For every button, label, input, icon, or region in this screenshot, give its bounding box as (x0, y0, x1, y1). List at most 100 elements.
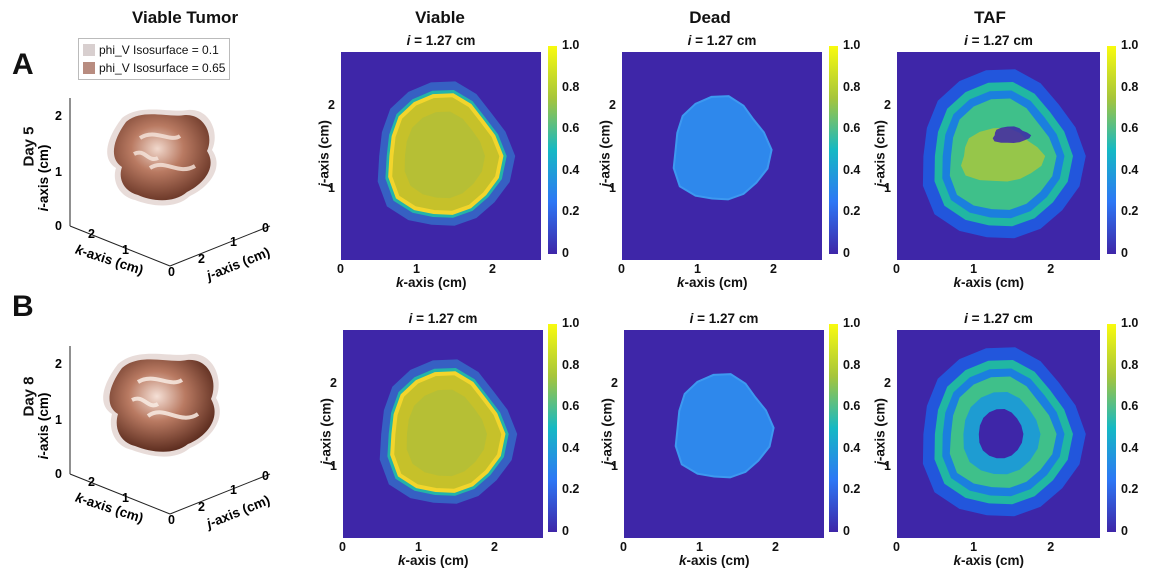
k-tick-0: 0 (168, 513, 175, 527)
x-axis-label: k-axis (cm) (679, 553, 750, 568)
slice-title-value: = 1.27 cm (412, 311, 478, 326)
slice-title-value: = 1.27 cm (967, 311, 1033, 326)
colorbar-tick: 0.4 (843, 162, 861, 177)
colorbar-tick: 0.8 (843, 357, 861, 372)
x-axis-label: k-axis (cm) (953, 553, 1025, 568)
colorbar (548, 324, 557, 532)
colorbar-tick: 0.2 (562, 204, 580, 219)
legend-entry-2: phi_V Isosurface = 0.65 (83, 59, 225, 77)
k-tick-1: 1 (122, 491, 129, 505)
slice-title-value: = 1.27 cm (967, 33, 1033, 48)
slice-title-viable-day8: i = 1.27 cm (343, 311, 543, 326)
x-tick: 0 (337, 262, 344, 276)
heatmap-dead-day8 (624, 330, 824, 538)
dead-region (674, 373, 775, 479)
heatmap-viable-day8 (343, 330, 543, 538)
x-tick: 0 (893, 540, 900, 554)
colorbar-tick: 1.0 (1121, 38, 1139, 52)
colorbar-tick: 0.8 (1121, 357, 1139, 372)
x-axis-label: k-axis (cm) (396, 275, 467, 290)
slice-title-var: i (687, 33, 692, 48)
x-tick: 2 (491, 540, 498, 554)
heatmap-taf-day5 (897, 52, 1100, 260)
y-tick: 2 (328, 97, 335, 112)
y-axis-label: j-axis (cm) (872, 120, 888, 187)
isosurface-legend: phi_V Isosurface = 0.1 phi_V Isosurface … (78, 38, 231, 80)
colorbar-tick: 0.2 (1121, 204, 1139, 219)
y-axis-label: j-axis (cm) (872, 398, 888, 465)
colorbar-tick: 0 (562, 524, 569, 538)
colorbar-tick: 0.6 (1121, 121, 1139, 136)
x-tick: 1 (415, 540, 422, 554)
colorbar-tick: 0 (562, 246, 569, 260)
k-tick-1: 1 (122, 243, 129, 257)
slice-title-viable-day5: i = 1.27 cm (341, 33, 541, 48)
x-tick: 1 (970, 262, 978, 276)
slice-title-var: i (406, 33, 411, 48)
tumor-3d-panel-day5: 2 1 0 2 1 0 2 1 0 i-axis (cm) k-axis (cm… (36, 98, 272, 284)
colorbar-tick: 0 (1121, 246, 1128, 260)
colorbar-tick: 0.2 (562, 482, 580, 497)
x-tick: 2 (1047, 262, 1055, 276)
colorbar-tick: 0.4 (562, 440, 580, 455)
colorbar-tick: 0.6 (843, 399, 861, 414)
legend-swatch-2 (83, 62, 95, 74)
slice-title-dead-day5: i = 1.27 cm (622, 33, 822, 48)
colorbar-tick: 0.6 (843, 121, 861, 136)
x-tick: 0 (618, 262, 625, 276)
taf-core (961, 127, 1046, 182)
j-tick-1: 1 (230, 235, 237, 249)
colorbar-tick: 0.2 (843, 482, 861, 497)
viable-inner (406, 389, 487, 477)
x-tick: 2 (770, 262, 777, 276)
dead-region (672, 95, 773, 201)
colorbar (829, 324, 838, 532)
column-title-viable: Viable (415, 8, 465, 27)
x-tick: 2 (1047, 540, 1055, 554)
slice-title-value: = 1.27 cm (691, 33, 757, 48)
colorbar-tick: 0.8 (843, 79, 861, 94)
x-tick: 1 (694, 262, 701, 276)
j-tick-2: 2 (198, 252, 205, 266)
slice-title-var: i (964, 33, 968, 48)
colorbar-tick: 0 (843, 246, 850, 260)
colorbar-tick: 0.6 (562, 399, 580, 414)
y-axis-label: j-axis (cm) (597, 120, 613, 187)
colorbar-tick: 0.6 (562, 121, 580, 136)
j-axis-label-3d: j-axis (cm) (203, 244, 272, 284)
x-tick: 1 (413, 262, 420, 276)
colorbar-tick: 0.6 (1121, 399, 1139, 414)
colorbar-tick: 1.0 (843, 316, 861, 330)
isosurface-inner (113, 114, 211, 201)
k-tick-0: 0 (168, 265, 175, 279)
colorbar-tick: 1.0 (562, 38, 580, 52)
axis-lines-3d (69, 98, 271, 267)
row-letter-a: A (12, 48, 34, 81)
colorbar-tick: 0 (1121, 524, 1128, 538)
i-tick-0: 0 (55, 467, 62, 481)
colorbar-tick: 0.4 (843, 440, 861, 455)
i-tick-0: 0 (55, 219, 62, 233)
x-axis-label: k-axis (cm) (398, 553, 469, 568)
legend-entry-1: phi_V Isosurface = 0.1 (83, 41, 225, 59)
heatmap-dead-day5 (622, 52, 822, 260)
y-tick: 2 (609, 97, 616, 112)
slice-title-value: = 1.27 cm (410, 33, 476, 48)
k-axis-label-3d: k-axis (cm) (74, 490, 146, 526)
y-tick: 1 (330, 458, 337, 473)
colorbar-tick: 0.8 (562, 357, 580, 372)
y-tick: 2 (884, 375, 891, 390)
x-tick: 0 (620, 540, 627, 554)
colorbar-tick: 0.4 (1121, 440, 1139, 455)
k-tick-2: 2 (88, 475, 95, 489)
x-tick: 2 (772, 540, 779, 554)
x-tick: 2 (489, 262, 496, 276)
colorbar (548, 46, 557, 254)
y-axis-label: j-axis (cm) (318, 398, 334, 465)
x-tick: 0 (893, 262, 900, 276)
viable-inner (404, 111, 485, 199)
taf-hole (978, 409, 1024, 459)
y-tick: 2 (330, 375, 337, 390)
y-tick: 1 (609, 180, 616, 195)
i-tick-2: 2 (55, 357, 62, 371)
